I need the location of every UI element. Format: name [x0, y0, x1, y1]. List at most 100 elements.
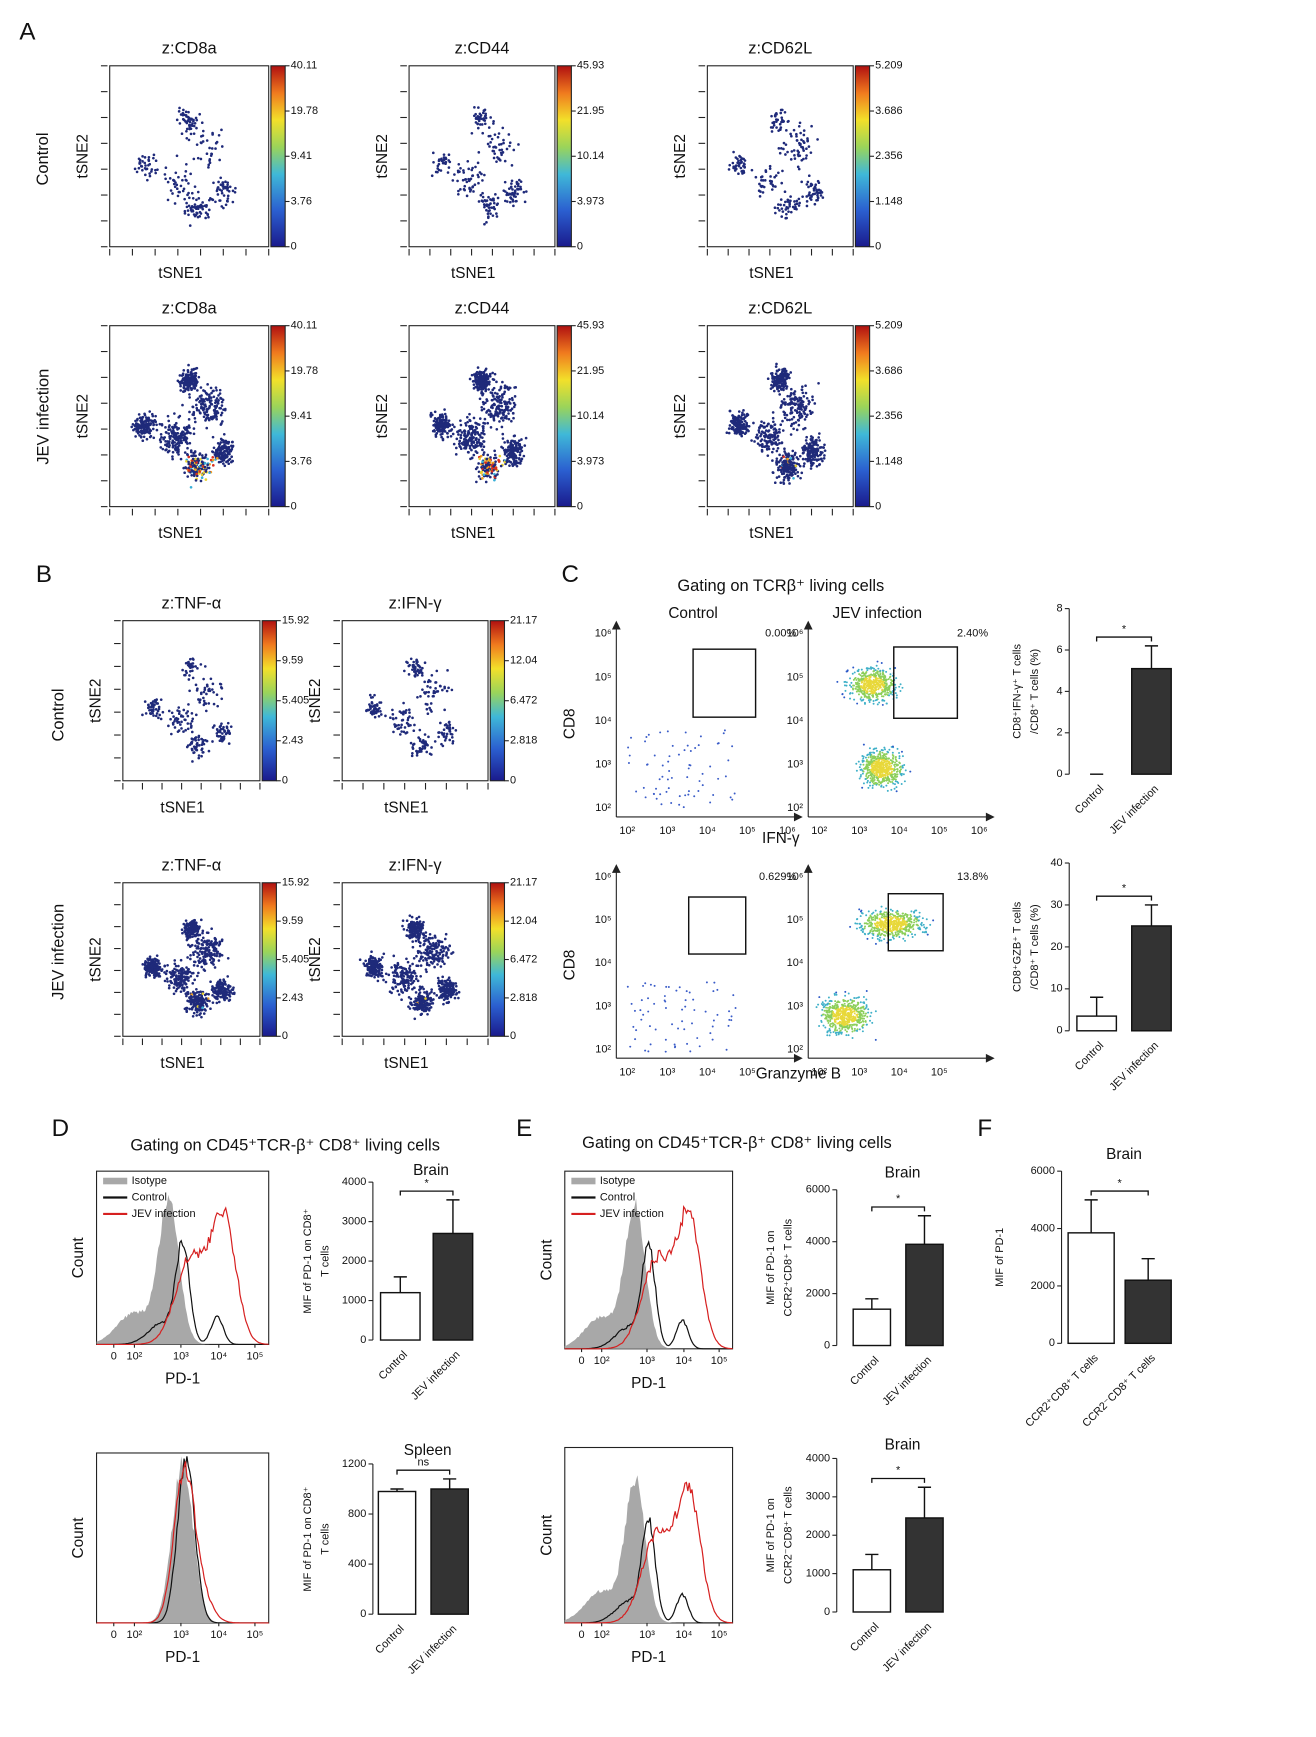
cell-dot: [501, 446, 505, 450]
cell-dot: [175, 443, 178, 446]
cell-dot: [814, 183, 818, 187]
cell-dot: [439, 433, 443, 436]
cell-dot: [186, 968, 190, 972]
cell-dot: [483, 422, 487, 425]
cell-dot: [781, 429, 785, 432]
cell-dot: [459, 166, 462, 170]
cell-dot: [193, 185, 197, 188]
colorbar-label: 9.59: [282, 655, 303, 667]
cell-dot: [212, 702, 216, 706]
cell-dot: [794, 464, 798, 468]
cell-dot: [795, 199, 799, 203]
cell-dot: [194, 1008, 198, 1012]
cell-dot: [189, 994, 193, 998]
plot-frame: [341, 620, 489, 782]
cell-dot: [778, 209, 781, 212]
cell-dot: [197, 744, 201, 747]
cell-dot: [773, 206, 777, 210]
cell-dot: [781, 210, 785, 213]
cell-dot: [432, 160, 435, 164]
cell-dot: [513, 185, 517, 188]
cell-dot: [222, 441, 226, 444]
cell-dot: [509, 443, 513, 446]
cell-dot: [201, 1001, 205, 1005]
cell-dot: [185, 1006, 189, 1010]
cell-dot: [793, 468, 796, 472]
cell-dot: [202, 677, 205, 681]
cell-dot: [209, 677, 213, 681]
cell-dot: [772, 420, 775, 424]
cell-dot: [144, 972, 148, 976]
cell-dot: [760, 185, 763, 189]
cell-dot: [776, 369, 779, 373]
cell-dot: [203, 412, 207, 416]
cell-dot: [212, 408, 216, 412]
cell-dot: [177, 415, 181, 419]
cell-dot: [794, 421, 798, 424]
cell-dot: [198, 470, 202, 473]
cell-dot: [176, 431, 180, 435]
cell-dot: [213, 724, 216, 727]
cell-dot: [797, 167, 801, 171]
cell-dot: [194, 713, 198, 717]
x-axis-label: tSNE1: [451, 525, 495, 542]
cell-dot: [179, 457, 183, 461]
cell-dot: [482, 375, 486, 379]
cell-dot: [807, 185, 810, 189]
cell-dot: [205, 739, 209, 743]
cell-dot: [222, 982, 225, 985]
cell-dot: [494, 411, 497, 415]
cell-dot: [225, 990, 228, 994]
cell-dot: [462, 187, 466, 191]
cell-dot: [194, 468, 197, 472]
cell-dot: [226, 197, 230, 200]
cell-dot: [485, 468, 488, 472]
cell-dot: [496, 135, 500, 139]
cell-dot: [783, 371, 787, 374]
cell-dot: [188, 674, 191, 677]
cell-dot: [791, 406, 794, 409]
cell-dot: [812, 189, 816, 192]
cell-dot: [202, 696, 205, 700]
cell-dot: [188, 127, 191, 131]
cell-dot: [800, 471, 804, 475]
cell-dot: [515, 199, 518, 203]
cell-dot: [217, 1000, 221, 1004]
cell-dot: [776, 203, 780, 206]
cell-dot: [145, 437, 149, 441]
cell-dot: [780, 207, 784, 210]
cell-dot: [505, 417, 508, 420]
cell-dot: [803, 426, 807, 430]
panel-label: C: [562, 561, 579, 588]
cell-dot: [806, 413, 809, 417]
cell-dot: [211, 389, 215, 393]
cell-dot: [429, 411, 433, 415]
colorbar: [270, 65, 286, 248]
cell-dot: [153, 968, 157, 972]
cell-dot: [199, 479, 203, 483]
cell-dot: [190, 473, 193, 477]
cell-dot: [430, 746, 433, 749]
cell-dot: [195, 211, 198, 215]
cell-dot: [196, 974, 199, 978]
cell-dot: [492, 417, 496, 421]
cell-dot: [802, 395, 806, 398]
cell-dot: [143, 426, 146, 429]
colorbar: [261, 882, 277, 1037]
cell-dot: [513, 395, 517, 398]
cell-dot: [221, 993, 225, 996]
cell-dot: [228, 995, 232, 998]
cell-dot: [446, 171, 450, 174]
cell-dot: [160, 435, 163, 439]
cell-dot: [785, 385, 789, 388]
cell-dot: [201, 129, 205, 133]
cell-dot: [136, 417, 139, 421]
cell-dot: [192, 953, 195, 957]
cell-dot: [739, 431, 743, 435]
cell-dot: [483, 108, 487, 112]
cell-dot: [492, 378, 496, 382]
cell-dot: [465, 443, 469, 447]
cell-dot: [478, 457, 482, 461]
cell-dot: [164, 426, 167, 429]
